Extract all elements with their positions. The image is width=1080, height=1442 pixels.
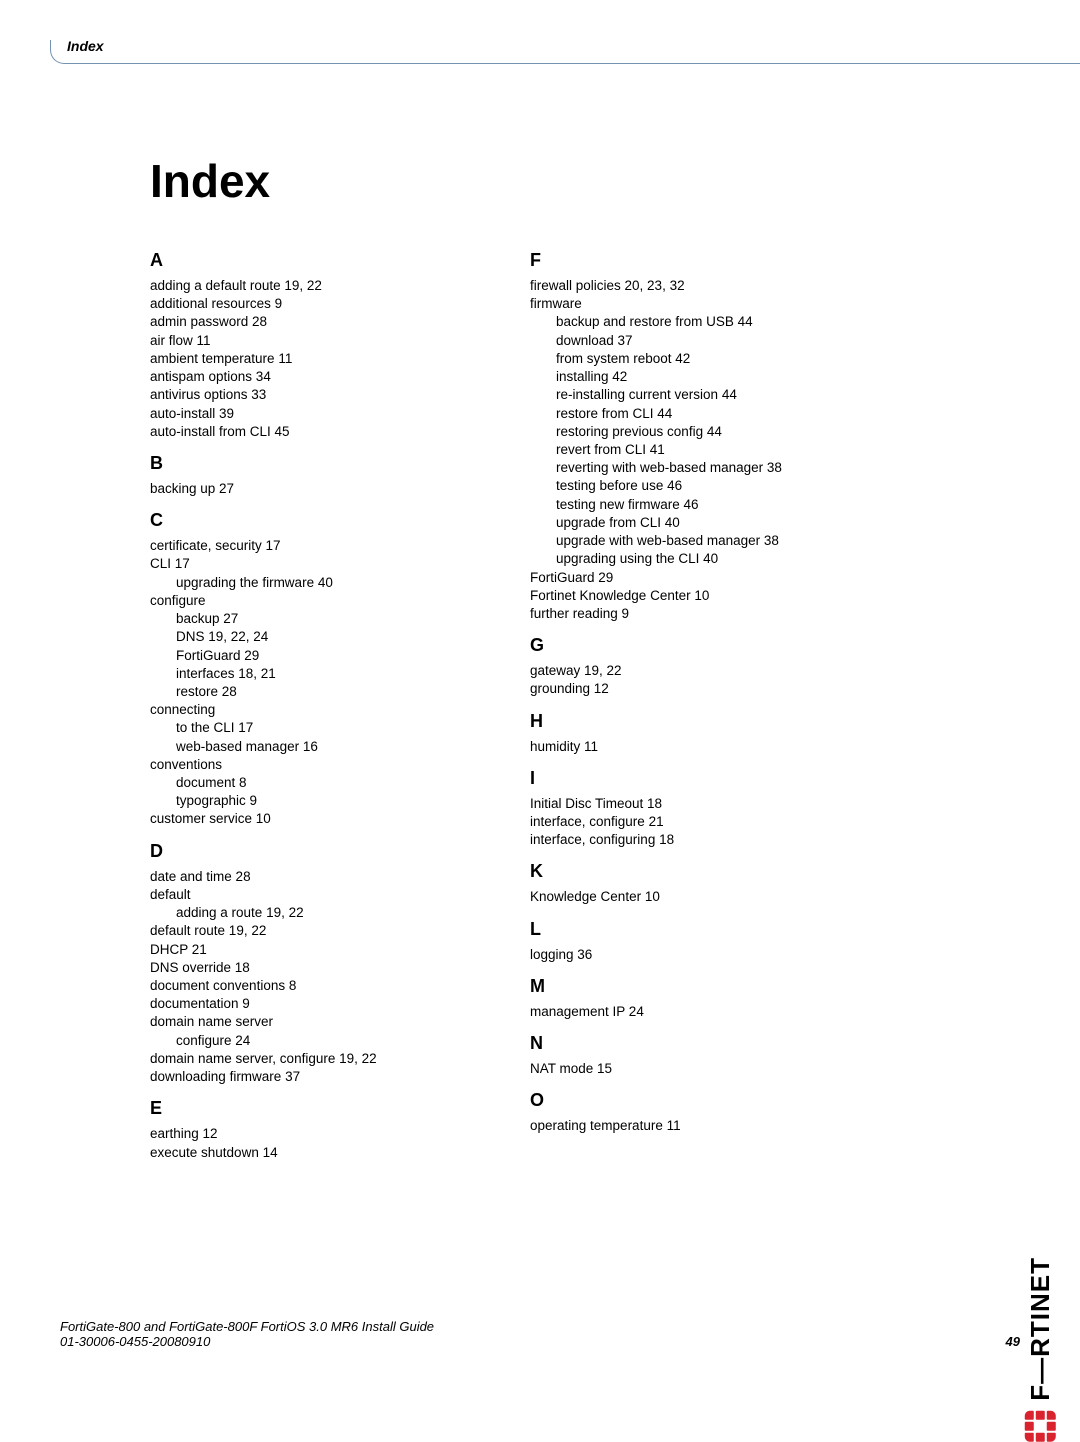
index-entry: web-based manager 16 [150, 738, 490, 756]
index-entry: document 8 [150, 774, 490, 792]
index-entry: adding a route 19, 22 [150, 904, 490, 922]
index-entry: backing up 27 [150, 480, 490, 498]
index-column: Ffirewall policies 20, 23, 32firmwarebac… [530, 238, 870, 1162]
index-entry: configure 24 [150, 1032, 490, 1050]
index-entry: NAT mode 15 [530, 1060, 870, 1078]
index-entry: grounding 12 [530, 680, 870, 698]
index-entry: testing before use 46 [530, 477, 870, 495]
index-entry: ambient temperature 11 [150, 350, 490, 368]
index-entry: logging 36 [530, 946, 870, 964]
index-entry: download 37 [530, 332, 870, 350]
index-entry: DNS override 18 [150, 959, 490, 977]
index-letter: B [150, 453, 490, 474]
index-entry: backup 27 [150, 610, 490, 628]
index-entry: admin password 28 [150, 313, 490, 331]
index-entry: antispam options 34 [150, 368, 490, 386]
index-entry: gateway 19, 22 [530, 662, 870, 680]
index-entry: Initial Disc Timeout 18 [530, 795, 870, 813]
index-entry: management IP 24 [530, 1003, 870, 1021]
header-bar: Index [50, 40, 1080, 64]
footer: FortiGate-800 and FortiGate-800F FortiOS… [60, 1319, 1020, 1349]
index-letter: M [530, 976, 870, 997]
page: Index Index Aadding a default route 19, … [0, 0, 1080, 1397]
index-entry: interface, configure 21 [530, 813, 870, 831]
index-entry: auto-install 39 [150, 405, 490, 423]
index-entry: certificate, security 17 [150, 537, 490, 555]
index-letter: D [150, 841, 490, 862]
index-entry: backup and restore from USB 44 [530, 313, 870, 331]
index-entry: to the CLI 17 [150, 719, 490, 737]
index-entry: connecting [150, 701, 490, 719]
index-entry: date and time 28 [150, 868, 490, 886]
index-entry: humidity 11 [530, 738, 870, 756]
index-entry: configure [150, 592, 490, 610]
index-entry: antivirus options 33 [150, 386, 490, 404]
index-entry: installing 42 [530, 368, 870, 386]
index-entry: testing new firmware 46 [530, 496, 870, 514]
index-entry: downloading firmware 37 [150, 1068, 490, 1086]
index-entry: further reading 9 [530, 605, 870, 623]
header-label: Index [67, 38, 104, 54]
index-entry: interface, configuring 18 [530, 831, 870, 849]
index-letter: K [530, 861, 870, 882]
index-letter: N [530, 1033, 870, 1054]
index-entry: CLI 17 [150, 555, 490, 573]
index-letter: H [530, 711, 870, 732]
brand-icon [1025, 1411, 1056, 1442]
index-entry: default [150, 886, 490, 904]
index-entry: upgrade with web-based manager 38 [530, 532, 870, 550]
index-entry: customer service 10 [150, 810, 490, 828]
index-entry: domain name server, configure 19, 22 [150, 1050, 490, 1068]
index-entry: default route 19, 22 [150, 922, 490, 940]
index-entry: documentation 9 [150, 995, 490, 1013]
index-entry: restore 28 [150, 683, 490, 701]
index-letter: G [530, 635, 870, 656]
index-entry: restoring previous config 44 [530, 423, 870, 441]
index-entry: DHCP 21 [150, 941, 490, 959]
index-entry: Knowledge Center 10 [530, 888, 870, 906]
index-entry: domain name server [150, 1013, 490, 1031]
index-entry: upgrading using the CLI 40 [530, 550, 870, 568]
index-column: Aadding a default route 19, 22additional… [150, 238, 490, 1162]
index-letter: O [530, 1090, 870, 1111]
index-letter: A [150, 250, 490, 271]
index-entry: earthing 12 [150, 1125, 490, 1143]
index-entry: firewall policies 20, 23, 32 [530, 277, 870, 295]
index-entry: document conventions 8 [150, 977, 490, 995]
brand-logo: F—RTINET [1025, 1257, 1056, 1442]
index-entry: typographic 9 [150, 792, 490, 810]
index-entry: adding a default route 19, 22 [150, 277, 490, 295]
footer-line2: 01-30006-0455-20080910 [60, 1334, 434, 1349]
footer-line1: FortiGate-800 and FortiGate-800F FortiOS… [60, 1319, 434, 1334]
footer-left: FortiGate-800 and FortiGate-800F FortiOS… [60, 1319, 434, 1349]
index-entry: conventions [150, 756, 490, 774]
index-entry: upgrading the firmware 40 [150, 574, 490, 592]
index-entry: FortiGuard 29 [530, 569, 870, 587]
index-letter: C [150, 510, 490, 531]
index-entry: upgrade from CLI 40 [530, 514, 870, 532]
index-entry: from system reboot 42 [530, 350, 870, 368]
index-entry: interfaces 18, 21 [150, 665, 490, 683]
index-entry: additional resources 9 [150, 295, 490, 313]
index-entry: firmware [530, 295, 870, 313]
index-letter: F [530, 250, 870, 271]
index-entry: execute shutdown 14 [150, 1144, 490, 1162]
brand-text: F—RTINET [1025, 1257, 1056, 1401]
index-entry: air flow 11 [150, 332, 490, 350]
page-title: Index [150, 154, 1020, 208]
index-entry: restore from CLI 44 [530, 405, 870, 423]
index-entry: FortiGuard 29 [150, 647, 490, 665]
index-letter: L [530, 919, 870, 940]
index-columns: Aadding a default route 19, 22additional… [150, 238, 1020, 1162]
index-letter: I [530, 768, 870, 789]
index-entry: Fortinet Knowledge Center 10 [530, 587, 870, 605]
index-entry: operating temperature 11 [530, 1117, 870, 1135]
page-number: 49 [1006, 1334, 1020, 1349]
index-entry: auto-install from CLI 45 [150, 423, 490, 441]
index-entry: re-installing current version 44 [530, 386, 870, 404]
index-letter: E [150, 1098, 490, 1119]
index-entry: reverting with web-based manager 38 [530, 459, 870, 477]
index-entry: DNS 19, 22, 24 [150, 628, 490, 646]
index-entry: revert from CLI 41 [530, 441, 870, 459]
